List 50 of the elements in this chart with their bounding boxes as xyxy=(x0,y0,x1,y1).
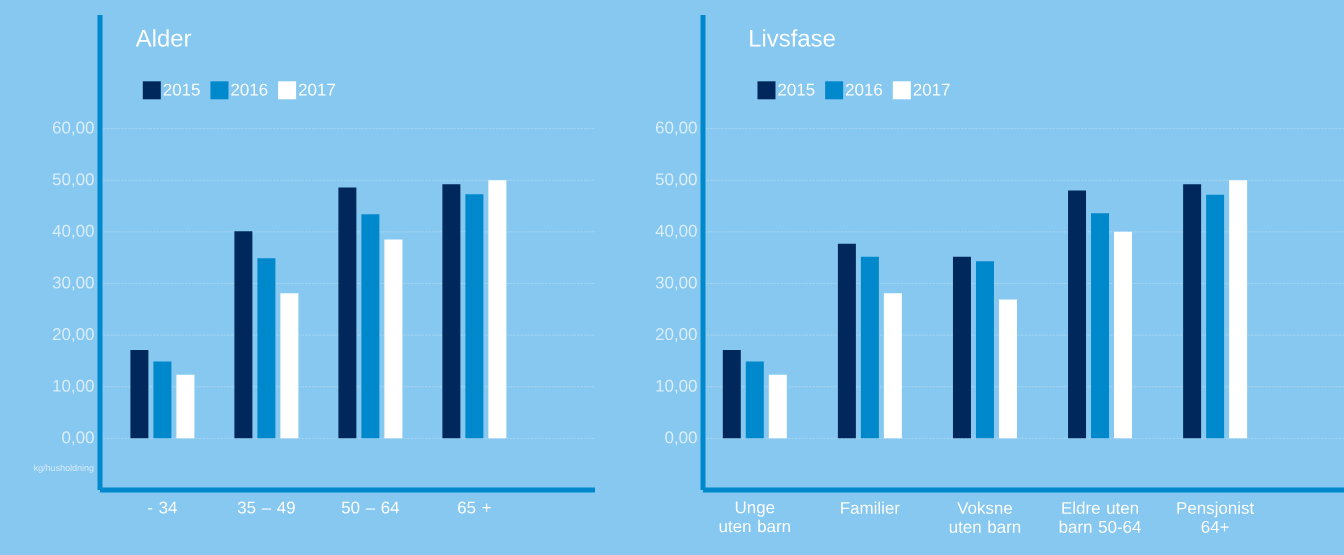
x-tick-label: Pensjonist 64+ xyxy=(1177,501,1255,533)
bar xyxy=(442,184,461,439)
bar xyxy=(722,350,741,439)
y-tick-label: 30,00 xyxy=(52,276,94,291)
chart-title: Alder xyxy=(135,29,192,47)
y-axis-title: kg/husholdning xyxy=(34,464,94,473)
bar xyxy=(1091,213,1110,439)
y-tick-label: 50,00 xyxy=(655,173,697,188)
y-tick-label: 10,00 xyxy=(656,379,697,394)
bar xyxy=(465,194,484,439)
legend-label: 2017 xyxy=(298,83,335,96)
legend-label: 2017 xyxy=(913,83,950,96)
bar xyxy=(130,350,149,439)
bar xyxy=(1206,194,1225,439)
legend-label: 2015 xyxy=(778,83,815,96)
bar xyxy=(234,231,253,439)
x-tick-label: Voksne uten barn xyxy=(949,501,1021,533)
y-tick-label: 60,00 xyxy=(655,121,697,136)
bar xyxy=(952,256,971,439)
y-tick-label: 50,00 xyxy=(52,173,94,188)
bar xyxy=(257,258,276,439)
bar xyxy=(361,214,380,439)
bar xyxy=(837,243,856,439)
bar xyxy=(975,261,994,439)
legend-label: 2016 xyxy=(845,83,883,96)
y-tick-label: 20,00 xyxy=(655,328,697,343)
y-tick-label: 20,00 xyxy=(52,328,94,343)
bar xyxy=(338,187,357,439)
x-tick-label: Unge uten barn xyxy=(719,501,790,533)
y-tick-label: 40,00 xyxy=(655,224,697,239)
bar xyxy=(153,361,172,439)
y-tick-label: 0,00 xyxy=(62,431,94,446)
chart-title: Livsfase xyxy=(750,29,835,47)
y-tick-label: 60,00 xyxy=(52,121,94,136)
y-tick-label: 10,00 xyxy=(53,379,94,394)
x-tick-label: 50 – 64 xyxy=(341,501,400,514)
y-tick-label: 40,00 xyxy=(52,224,94,239)
legend-label: 2015 xyxy=(163,83,200,96)
bar xyxy=(1068,190,1087,439)
x-tick-label: 35 – 49 xyxy=(237,501,295,514)
y-tick-label: 0,00 xyxy=(665,431,697,446)
bar xyxy=(1183,184,1202,439)
bar xyxy=(860,256,879,439)
legend-label: 2016 xyxy=(231,83,268,96)
x-tick-label: - 34 xyxy=(148,501,177,514)
x-tick-label: 65 + xyxy=(458,501,491,514)
x-tick-label: Eldre uten barn 50-64 xyxy=(1059,501,1141,533)
bar xyxy=(745,361,764,439)
x-tick-label: Familier xyxy=(841,501,900,514)
y-tick-label: 30,00 xyxy=(655,276,697,291)
